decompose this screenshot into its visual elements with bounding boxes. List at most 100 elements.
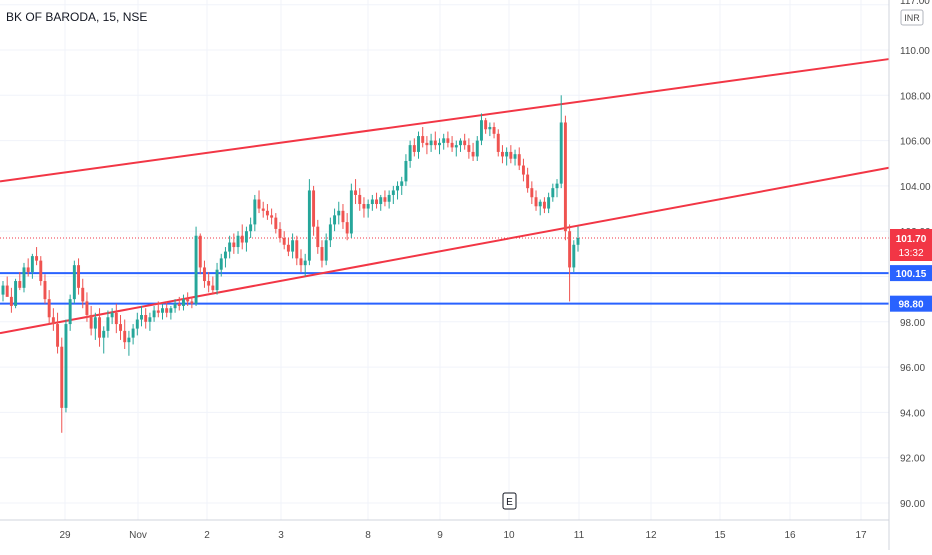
candle-body: [433, 140, 437, 146]
candle-body: [198, 235, 202, 268]
candle-body: [345, 222, 349, 234]
candle-body: [77, 265, 81, 288]
candle-body: [202, 267, 206, 282]
candle-body: [425, 142, 429, 146]
trendlines-layer: [0, 58, 890, 335]
candle-body: [521, 165, 525, 175]
candle-body: [341, 210, 345, 223]
current-price-countdown: 13:32: [898, 248, 923, 259]
candle-body: [123, 330, 127, 343]
x-tick-label: 10: [503, 530, 515, 541]
candle-body: [307, 190, 311, 261]
candle-body: [282, 237, 286, 245]
candle-body: [26, 267, 30, 272]
candle-body: [161, 308, 164, 313]
candle-body: [274, 217, 278, 229]
candle-body: [102, 330, 106, 338]
candle-body: [500, 151, 504, 157]
support-level-badge-box: [890, 295, 932, 312]
candle-body: [379, 197, 383, 205]
candle-body: [135, 319, 139, 329]
candle-body: [43, 281, 47, 300]
candle-body: [93, 317, 97, 329]
x-tick-label: Nov: [129, 530, 147, 541]
candle-body: [177, 303, 181, 306]
candle-body: [366, 204, 370, 209]
candle-body: [173, 303, 177, 309]
candle-body: [148, 317, 152, 322]
candle-body: [333, 215, 337, 225]
candle-body: [295, 240, 299, 259]
y-tick-label: 106.00: [900, 137, 931, 148]
candle-body: [538, 201, 542, 207]
candle-body: [223, 251, 227, 259]
y-tick-label: 104.00: [900, 182, 931, 193]
candle-body: [442, 138, 446, 143]
candle-body: [253, 199, 257, 225]
y-tick-label: 96.00: [900, 363, 925, 374]
candle-body: [261, 208, 265, 211]
candle-body: [412, 145, 416, 152]
candle-body: [551, 188, 555, 198]
candle-body: [312, 190, 316, 227]
candle-body: [509, 151, 513, 159]
candle-body: [324, 240, 328, 261]
candle-body: [299, 258, 303, 266]
candle-body: [240, 235, 244, 243]
x-tick-label: 2: [204, 530, 210, 541]
candle-body: [454, 145, 458, 148]
candle-body: [358, 194, 362, 205]
candle-body: [534, 197, 538, 207]
support-level-badge-label: 98.80: [898, 300, 923, 311]
candle-body: [35, 256, 39, 261]
candle-body: [488, 127, 492, 130]
candle-body: [559, 122, 563, 184]
price-badges-layer: 101.70 13:32 100.15 98.80: [890, 228, 932, 312]
candle-body: [106, 317, 110, 331]
candle-body: [131, 328, 135, 338]
candle-body: [467, 145, 471, 152]
candle-body: [286, 244, 290, 252]
candle-body: [438, 142, 441, 146]
candle-body: [119, 324, 122, 331]
candle-body: [563, 122, 567, 232]
trend-line: [0, 58, 890, 183]
y-tick-label: 98.00: [900, 318, 925, 329]
candle-body: [475, 140, 479, 157]
candle-body: [152, 310, 156, 318]
candle-body: [576, 237, 580, 245]
candle-body: [127, 337, 131, 343]
candle-body: [391, 190, 395, 195]
candle-body: [547, 197, 551, 209]
candle-body: [572, 244, 576, 268]
candle-body: [81, 287, 85, 302]
candle-body: [349, 190, 353, 234]
candle-body: [182, 299, 185, 306]
candles-layer: [1, 95, 580, 433]
candle-body: [463, 140, 467, 146]
current-price-badge-box: [890, 228, 932, 261]
candle-body: [228, 242, 232, 252]
candle-body: [270, 215, 274, 218]
candle-body: [375, 199, 379, 205]
x-tick-label: 15: [714, 530, 726, 541]
x-tick-label: 17: [855, 530, 867, 541]
candle-body: [526, 174, 530, 189]
candle-body: [89, 315, 93, 329]
support-level-badge-label: 100.15: [896, 269, 927, 280]
candle-body: [85, 301, 89, 316]
candle-body: [316, 226, 320, 248]
candle-body: [156, 310, 160, 313]
candle-body: [429, 140, 433, 146]
candle-body: [555, 183, 559, 189]
candle-body: [400, 181, 404, 186]
candle-body: [207, 281, 211, 286]
candle-body: [408, 145, 412, 161]
candle-body: [165, 308, 169, 313]
candle-body: [370, 199, 374, 205]
candle-body: [320, 247, 324, 261]
candle-body: [530, 188, 534, 198]
candle-body: [232, 242, 236, 248]
